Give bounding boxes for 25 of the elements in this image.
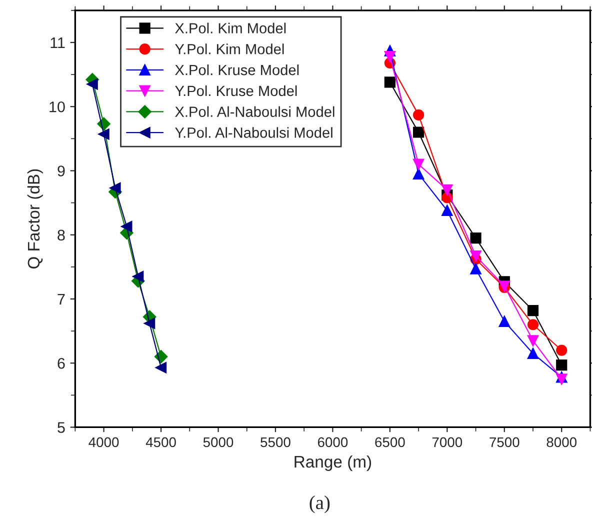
y-tick-label: 5 (58, 422, 65, 433)
y-axis-title: Q Factor (dB) (27, 169, 43, 268)
x-tick-label: 6500 (375, 437, 405, 448)
y-tick-label: 7 (58, 294, 65, 305)
x-tick-label: 6000 (318, 437, 348, 448)
x-tick-label: 8000 (546, 437, 577, 448)
y-tick-label: 11 (50, 38, 65, 48)
x-tick-label: 5000 (203, 437, 234, 448)
legend-label: Y.Pol. Kruse Model (175, 85, 297, 96)
legend-label: X.Pol. Kruse Model (175, 64, 299, 76)
y-tick-label: 10 (50, 101, 65, 112)
x-tick-label: 4500 (146, 437, 176, 448)
y-tick-label: 6 (58, 358, 65, 369)
x-tick-label: 7500 (490, 437, 520, 448)
legend-label: Y.Pol. Kim Model (175, 44, 284, 54)
text: (a) (310, 496, 330, 514)
legend-label: X.Pol. Al-Naboulsi Model (175, 106, 334, 117)
x-axis-title: Range (m) (294, 455, 372, 471)
x-tick-label: 4000 (88, 437, 119, 448)
y-tick-label: 9 (58, 166, 65, 176)
x-tick-label: 7000 (432, 437, 462, 448)
legend-label: X.Pol. Kim Model (175, 22, 286, 34)
x-tick-label: 5500 (260, 437, 290, 448)
legend-label: Y.Pol. Al-Naboulsi Model (175, 127, 332, 138)
y-tick-label: 8 (58, 230, 65, 241)
